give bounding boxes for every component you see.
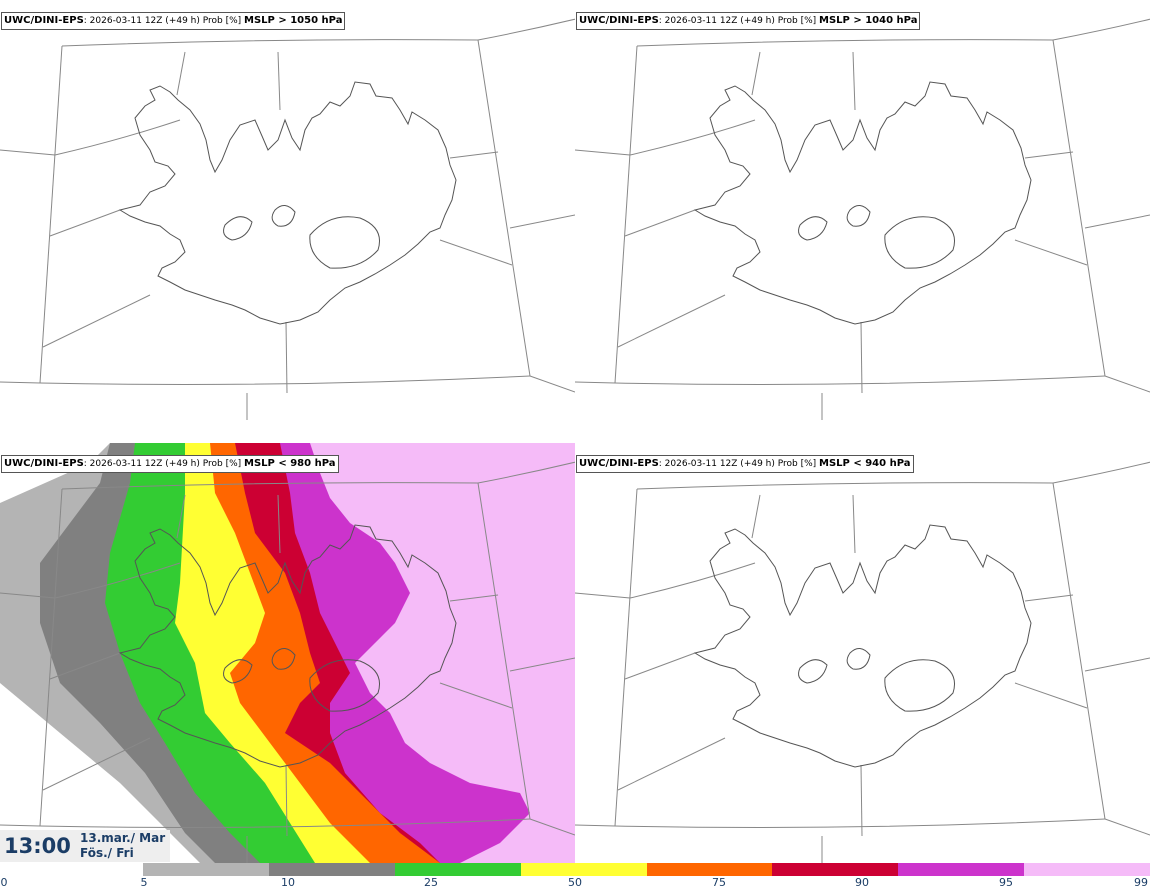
colorbar-segment — [394, 863, 521, 876]
colorbar-tick: 25 — [424, 876, 438, 889]
colorbar-tick: 50 — [568, 876, 582, 889]
iceland-map — [575, 460, 1150, 863]
map-panel-mslp-gt-1040: UWC/DINI-EPS: 2026-03-11 12Z (+49 h) Pro… — [575, 0, 1150, 420]
colorbar — [143, 863, 1150, 876]
panel-title: UWC/DINI-EPS: 2026-03-11 12Z (+49 h) Pro… — [1, 455, 339, 473]
colorbar-segment — [646, 863, 773, 876]
colorbar-tick: 10 — [281, 876, 295, 889]
colorbar-tick: 75 — [712, 876, 726, 889]
panel-title: UWC/DINI-EPS: 2026-03-11 12Z (+49 h) Pro… — [1, 12, 346, 30]
iceland-map — [575, 17, 1150, 420]
colorbar-tick: 0 — [0, 876, 8, 889]
valid-time: 13:00 — [4, 834, 71, 858]
panel-title: UWC/DINI-EPS: 2026-03-11 12Z (+49 h) Pro… — [576, 12, 921, 30]
probability-field — [0, 443, 575, 863]
valid-date: 13.mar./ Mar Fös./ Fri — [80, 831, 165, 861]
iceland-map — [0, 17, 575, 420]
panel-title: UWC/DINI-EPS: 2026-03-11 12Z (+49 h) Pro… — [576, 455, 914, 473]
map-panel-mslp-gt-1050: UWC/DINI-EPS: 2026-03-11 12Z (+49 h) Pro… — [0, 0, 575, 420]
map-panel-mslp-lt-980: UWC/DINI-EPS: 2026-03-11 12Z (+49 h) Pro… — [0, 443, 575, 863]
colorbar-segment — [143, 863, 269, 876]
colorbar-segment — [898, 863, 1025, 876]
colorbar-tick: 5 — [140, 876, 148, 889]
colorbar-segment — [772, 863, 899, 876]
colorbar-segment — [268, 863, 395, 876]
valid-date-line2: Fös./ Fri — [80, 846, 134, 860]
valid-date-line1: 13.mar./ Mar — [80, 831, 166, 845]
colorbar-segment — [520, 863, 647, 876]
colorbar-tick: 99 — [1134, 876, 1148, 889]
colorbar-segment — [1024, 863, 1150, 876]
colorbar-tick: 95 — [999, 876, 1013, 889]
map-panel-mslp-lt-940: UWC/DINI-EPS: 2026-03-11 12Z (+49 h) Pro… — [575, 443, 1150, 863]
prob-band-99 — [310, 443, 575, 863]
valid-time-box: 13:00 13.mar./ Mar Fös./ Fri — [0, 830, 170, 862]
colorbar-tick: 90 — [855, 876, 869, 889]
